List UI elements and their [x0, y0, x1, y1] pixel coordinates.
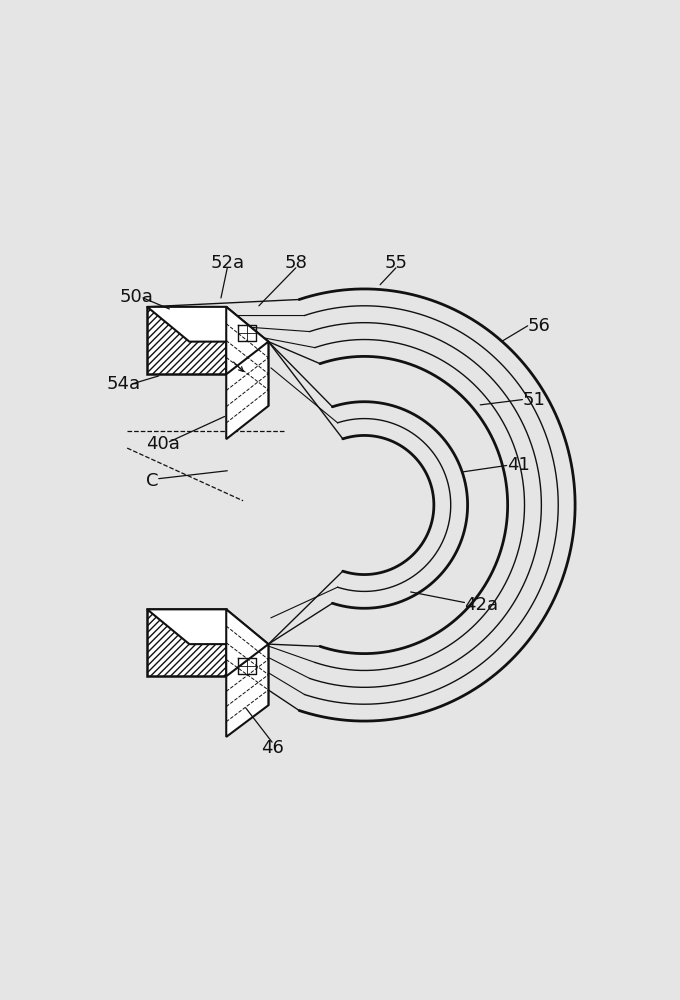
Text: 55: 55 [384, 254, 407, 272]
Text: 41: 41 [507, 456, 530, 474]
Text: 54a: 54a [106, 375, 140, 393]
Text: 51: 51 [522, 391, 545, 409]
Text: 56: 56 [528, 317, 551, 335]
Polygon shape [226, 609, 269, 705]
Polygon shape [226, 342, 269, 439]
Text: 50a: 50a [119, 288, 153, 306]
Text: 42a: 42a [464, 596, 498, 614]
Text: 52a: 52a [210, 254, 244, 272]
Text: 58: 58 [284, 254, 307, 272]
Polygon shape [147, 307, 269, 342]
Polygon shape [147, 307, 226, 374]
Text: 46: 46 [260, 739, 284, 757]
Text: C: C [146, 472, 158, 490]
Text: 40a: 40a [146, 435, 180, 453]
Polygon shape [226, 644, 269, 737]
Polygon shape [147, 609, 226, 676]
Polygon shape [147, 609, 269, 644]
Polygon shape [226, 307, 269, 406]
